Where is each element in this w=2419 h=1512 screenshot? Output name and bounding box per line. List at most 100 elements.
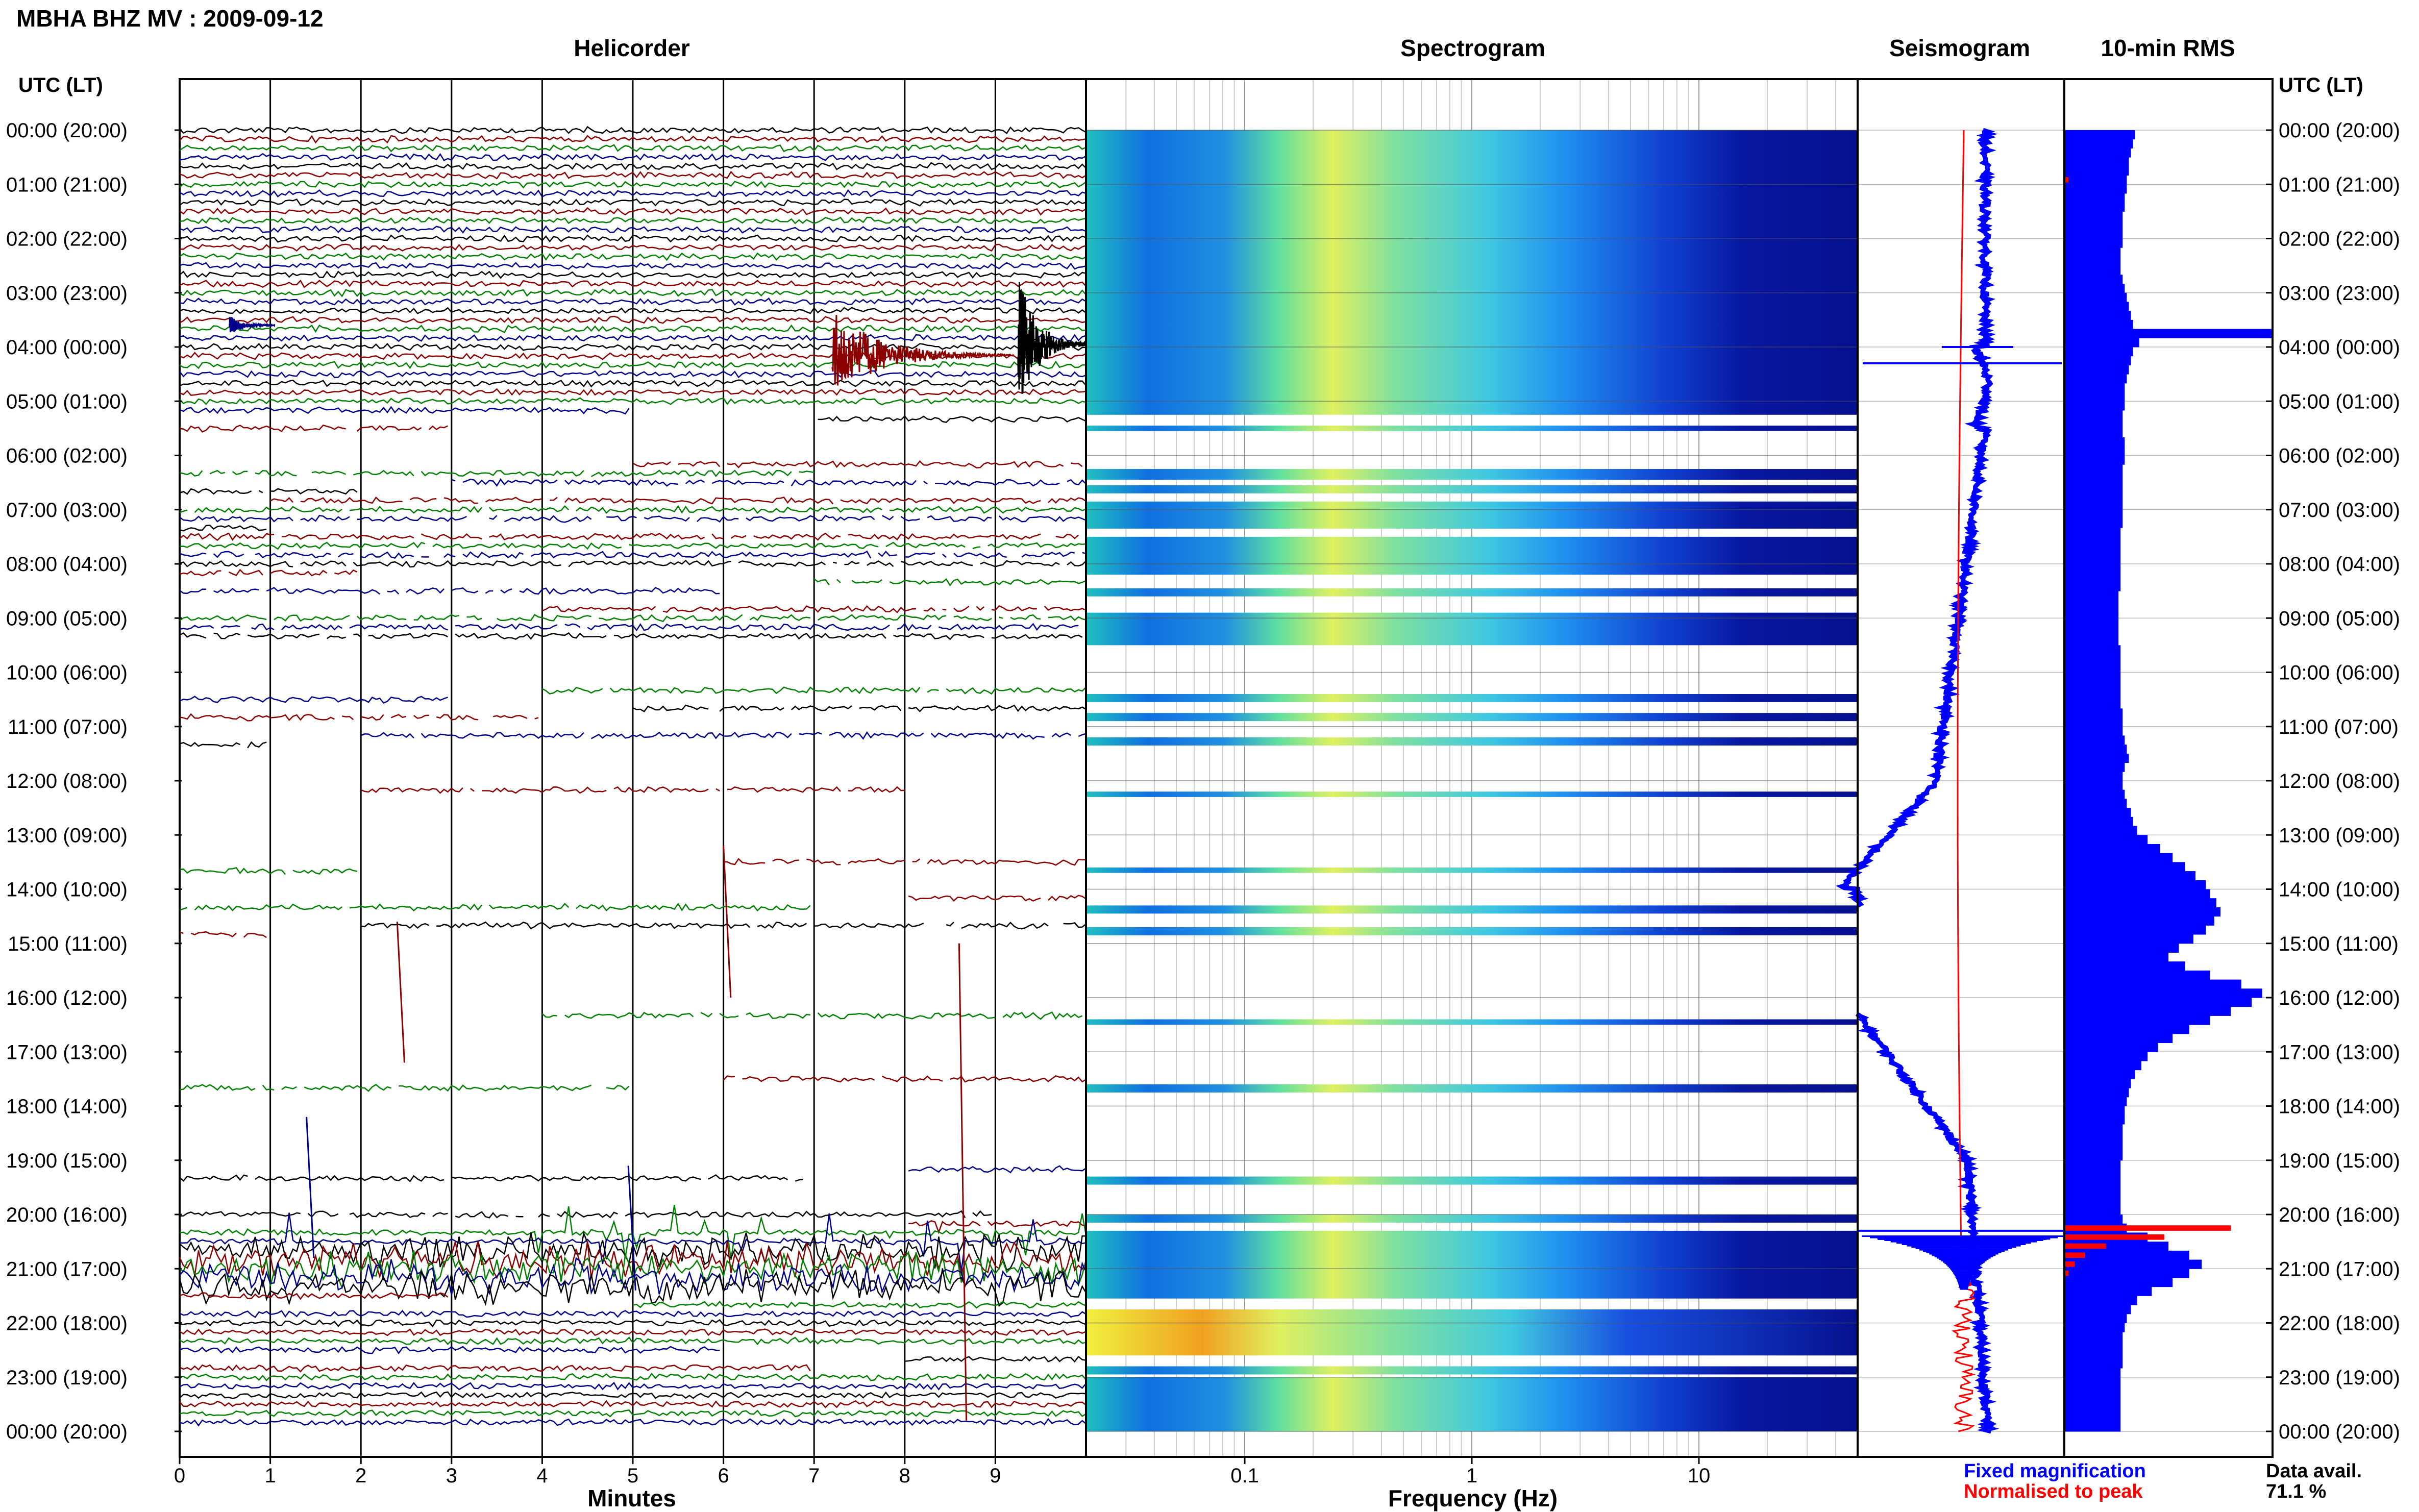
spectrogram-band bbox=[1086, 737, 1858, 746]
minute-tick-label: 8 bbox=[899, 1465, 910, 1487]
time-tick-label-left: 23:00 (19:00) bbox=[6, 1367, 128, 1389]
spectrogram-band bbox=[1086, 867, 1858, 873]
helicorder-trace bbox=[179, 741, 267, 749]
rms-bar bbox=[2064, 844, 2160, 854]
frequency-tick-label: 10 bbox=[1688, 1465, 1711, 1487]
rms-bar bbox=[2064, 284, 2125, 293]
helicorder-trace bbox=[179, 144, 1087, 153]
helicorder-trace bbox=[179, 397, 1087, 406]
rms-bar bbox=[2064, 735, 2125, 745]
time-tick-label-left: 06:00 (02:00) bbox=[6, 445, 128, 467]
time-tick-label-left: 13:00 (09:00) bbox=[6, 824, 128, 847]
rms-bar bbox=[2064, 256, 2121, 266]
rms-peak-bar bbox=[2064, 1252, 2085, 1258]
minutes-axis-label: Minutes bbox=[587, 1485, 676, 1511]
helicorder-trace bbox=[179, 559, 1087, 568]
helicorder-spike bbox=[396, 922, 405, 1063]
rms-bar bbox=[2064, 889, 2210, 899]
rms-bar bbox=[2064, 229, 2123, 239]
time-tick-label-left: 12:00 (08:00) bbox=[6, 770, 128, 792]
rms-bar bbox=[2064, 609, 2119, 618]
time-tick-label-right: 18:00 (14:00) bbox=[2279, 1096, 2400, 1118]
helicorder-trace bbox=[179, 252, 1087, 261]
helicorder-trace bbox=[360, 786, 905, 794]
rms-bar bbox=[2064, 292, 2127, 302]
rms-bar bbox=[2064, 690, 2121, 700]
rms-bar bbox=[2064, 1070, 2135, 1079]
helicorder-trace bbox=[632, 704, 1087, 713]
time-tick-label-right: 13:00 (09:00) bbox=[2279, 824, 2400, 847]
helicorder-trace bbox=[179, 505, 1087, 514]
time-tick-label-left: 05:00 (01:00) bbox=[6, 390, 128, 413]
panel-title-spectrogram: Spectrogram bbox=[1400, 35, 1545, 61]
rms-bar bbox=[2064, 789, 2125, 799]
rms-bar bbox=[2064, 1377, 2121, 1386]
helicorder-trace bbox=[179, 931, 267, 938]
helicorder-trace bbox=[904, 1355, 1087, 1363]
rms-bar bbox=[2064, 157, 2129, 167]
minute-tick-label: 1 bbox=[264, 1465, 276, 1487]
helicorder-trace bbox=[179, 170, 1087, 180]
panel-title-seismogram: Seismogram bbox=[1889, 35, 2030, 61]
rms-bar bbox=[2064, 1413, 2121, 1423]
helicorder-trace bbox=[179, 189, 1087, 198]
helicorder-trace bbox=[179, 1319, 1087, 1328]
helicorder-trace bbox=[179, 1336, 1087, 1346]
time-tick-label-left: 10:00 (06:00) bbox=[6, 662, 128, 684]
rms-bar bbox=[2064, 482, 2123, 492]
time-tick-label-left: 20:00 (16:00) bbox=[6, 1204, 128, 1226]
rms-bar bbox=[2064, 1196, 2121, 1206]
rms-panel bbox=[2063, 78, 2274, 1458]
rms-bar bbox=[2064, 564, 2121, 574]
time-tick-label-right: 14:00 (10:00) bbox=[2279, 879, 2400, 901]
rms-bar bbox=[2064, 627, 2119, 637]
rms-bar bbox=[2064, 943, 2179, 953]
rms-bar bbox=[2064, 473, 2123, 483]
rms-bar bbox=[2064, 862, 2185, 872]
rms-bar bbox=[2064, 699, 2121, 709]
rms-bar bbox=[2064, 998, 2252, 1007]
minute-tick-label: 7 bbox=[808, 1465, 820, 1487]
rms-bar bbox=[2064, 1106, 2125, 1116]
rms-bar bbox=[2064, 1286, 2152, 1296]
helicorder-trace bbox=[361, 921, 1087, 930]
rms-bar bbox=[2064, 916, 2214, 926]
rms-peak-bar bbox=[2064, 177, 2069, 183]
rms-bar bbox=[2064, 211, 2123, 221]
helicorder-trace bbox=[179, 234, 1087, 243]
data-availability-value: 71.1 % bbox=[2266, 1481, 2326, 1502]
time-tick-label-left: 11:00 (07:00) bbox=[8, 716, 128, 738]
helicorder-trace bbox=[179, 307, 1087, 315]
helicorder-trace bbox=[179, 162, 1087, 171]
spectrogram-band bbox=[1086, 1019, 1858, 1025]
rms-bar bbox=[2064, 636, 2119, 646]
helicorder-trace bbox=[179, 696, 448, 704]
rms-bar bbox=[2064, 528, 2121, 537]
rms-bar bbox=[2064, 871, 2196, 881]
rms-bar bbox=[2064, 762, 2125, 772]
time-tick-label-left: 00:00 (20:00) bbox=[6, 1421, 128, 1443]
time-axes: 00:00 (20:00) 00:00 (20:00) 01:00 (21:00) 0… bbox=[6, 119, 2400, 1443]
rms-bar bbox=[2064, 392, 2125, 402]
helicorder-trace bbox=[179, 225, 1087, 234]
helicorder-trace bbox=[179, 1381, 1087, 1391]
time-tick-label-left: 07:00 (03:00) bbox=[6, 499, 128, 522]
helicorder-trace bbox=[179, 586, 720, 595]
rms-bar bbox=[2064, 1404, 2121, 1414]
helicorder-trace bbox=[179, 198, 1087, 207]
rms-bar bbox=[2064, 501, 2123, 510]
rms-bar bbox=[2064, 1350, 2123, 1359]
helicorder-trace bbox=[179, 334, 1087, 342]
time-tick-label-left: 00:00 (20:00) bbox=[6, 119, 128, 142]
rms-bar bbox=[2064, 826, 2137, 835]
spectrogram-band bbox=[1086, 426, 1858, 431]
rms-bar bbox=[2064, 663, 2121, 673]
rms-bar bbox=[2064, 1097, 2127, 1106]
rms-bar bbox=[2064, 1250, 2189, 1260]
rms-bar bbox=[2064, 1296, 2137, 1305]
rms-bar bbox=[2064, 275, 2123, 284]
earthquake-signal bbox=[229, 317, 276, 333]
rms-bar bbox=[2064, 582, 2121, 591]
spectrogram-band bbox=[1086, 1366, 1858, 1375]
